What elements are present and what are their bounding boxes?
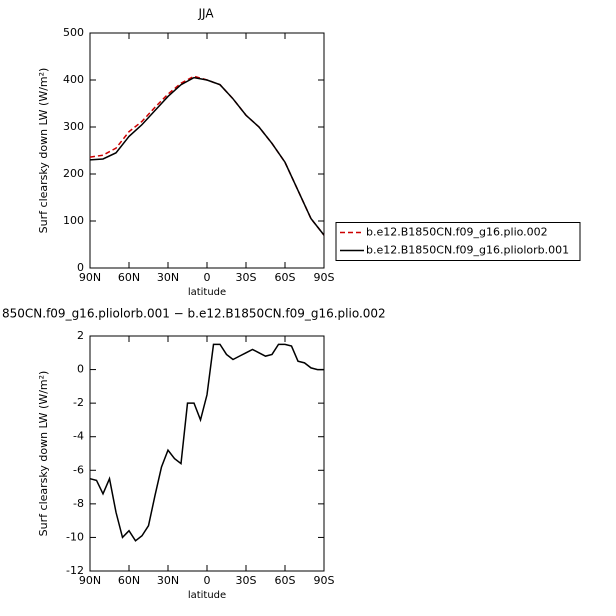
y-tick-label: -12: [66, 564, 84, 577]
y-tick-label: -4: [73, 430, 84, 443]
x-axis-label: latitude: [188, 287, 226, 298]
y-tick-label: 200: [63, 167, 84, 180]
x-axis-label: latitude: [188, 590, 226, 601]
y-tick-label: -2: [73, 396, 84, 409]
y-tick-label: 0: [77, 363, 84, 376]
y-tick-label: -10: [66, 530, 84, 543]
y-tick-label: 2: [77, 329, 84, 342]
x-tick-label: 60S: [275, 271, 296, 284]
x-tick-label: 90N: [79, 271, 101, 284]
x-tick-label: 0: [204, 574, 211, 587]
y-axis-label: Surf clearsky down LW (W/m²): [37, 68, 50, 234]
x-tick-label: 60N: [118, 271, 140, 284]
x-tick-label: 30S: [236, 574, 257, 587]
x-tick-label: 30S: [236, 271, 257, 284]
legend-label: b.e12.B1850CN.f09_g16.plio.002: [366, 226, 548, 239]
y-axis-label: Surf clearsky down LW (W/m²): [37, 371, 50, 537]
chart-title: 850CN.f09_g16.pliolorb.001 − b.e12.B1850…: [2, 307, 386, 321]
y-tick-label: 100: [63, 214, 84, 227]
x-tick-label: 0: [204, 271, 211, 284]
chart-title: JJA: [197, 7, 214, 21]
y-tick-label: 500: [63, 26, 84, 39]
legend-box: [335, 222, 581, 261]
data-line: [89, 75, 325, 236]
x-tick-label: 90N: [79, 574, 101, 587]
x-tick-label: 60S: [275, 574, 296, 587]
data-line: [89, 343, 324, 542]
y-tick-label: 400: [63, 73, 84, 86]
legend-label: b.e12.B1850CN.f09_g16.pliolorb.001: [366, 244, 569, 257]
y-tick-label: -6: [73, 463, 84, 476]
y-tick-label: -8: [73, 497, 84, 510]
plot-frame: [89, 335, 325, 572]
plot-frame: [89, 32, 325, 269]
x-tick-label: 90S: [314, 574, 335, 587]
x-tick-label: 30N: [157, 271, 179, 284]
x-tick-label: 90S: [314, 271, 335, 284]
data-line: [89, 76, 325, 236]
x-tick-label: 30N: [157, 574, 179, 587]
x-tick-label: 60N: [118, 574, 140, 587]
y-tick-label: 0: [77, 261, 84, 274]
y-tick-label: 300: [63, 120, 84, 133]
